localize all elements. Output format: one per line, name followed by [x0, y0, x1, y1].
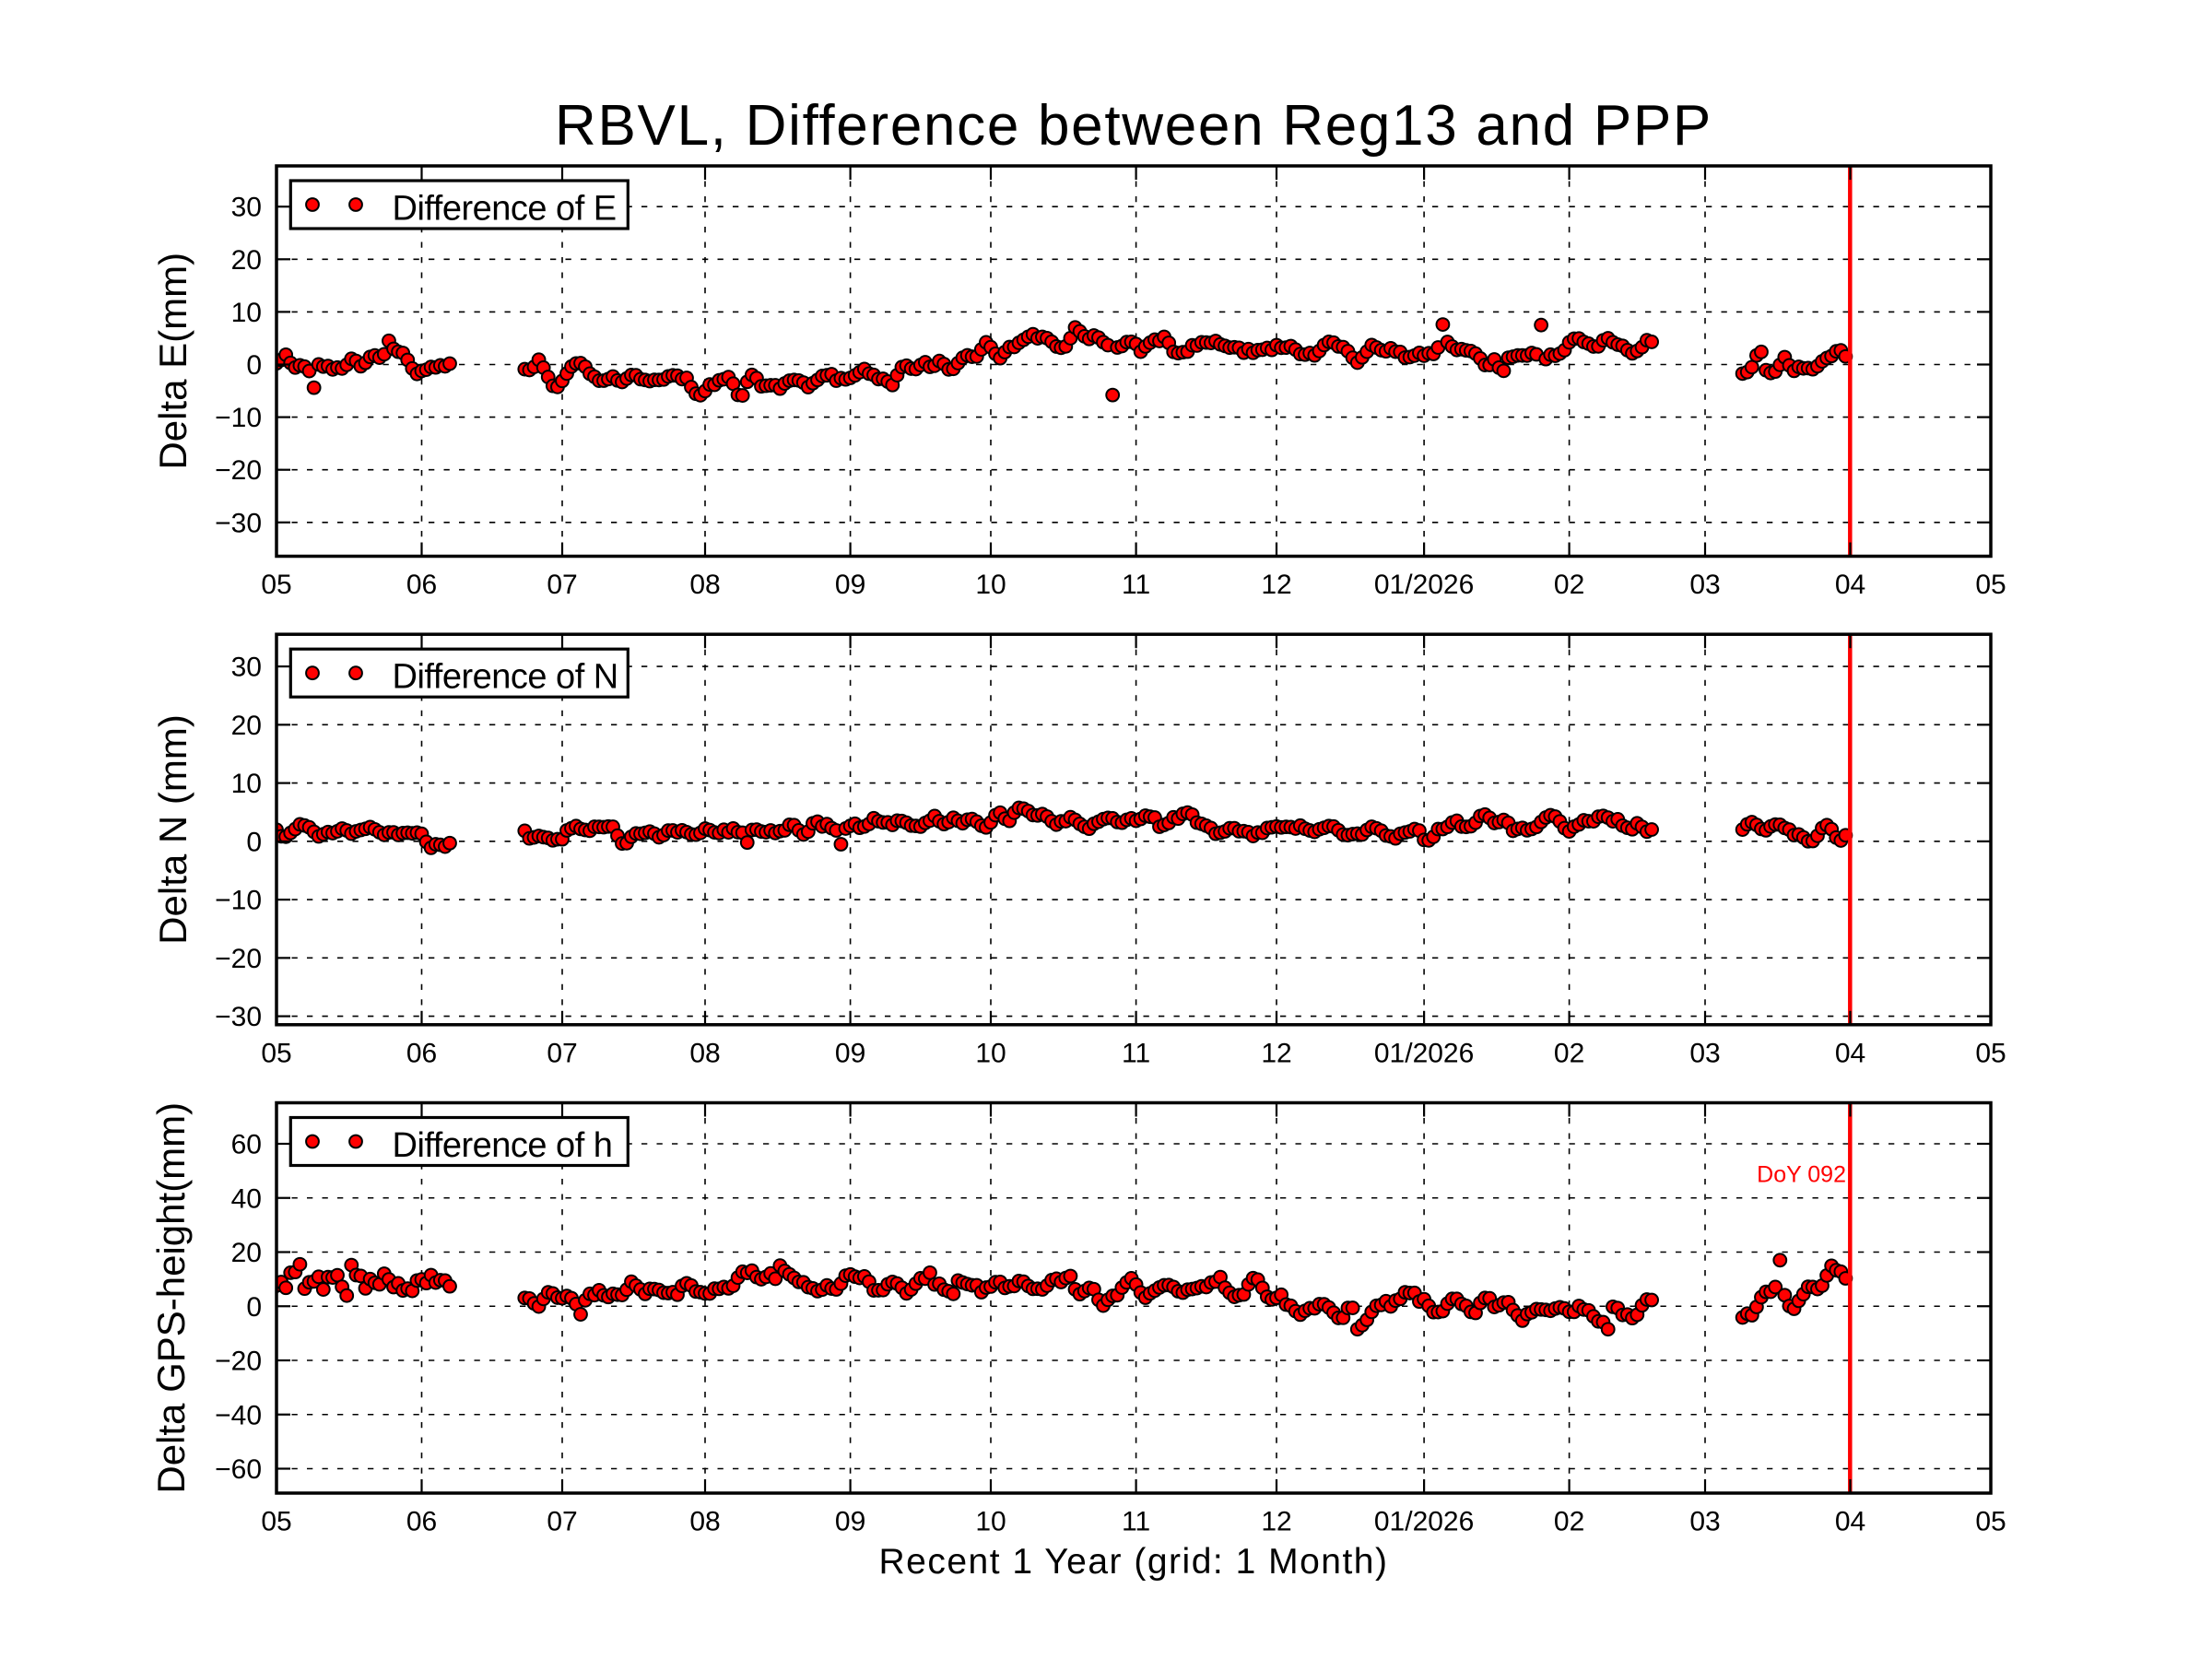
svg-text:10: 10 — [975, 1507, 1006, 1537]
svg-text:05: 05 — [1975, 1507, 2006, 1537]
svg-text:−20: −20 — [215, 455, 262, 486]
svg-text:07: 07 — [547, 570, 577, 600]
svg-text:Delta N (mm): Delta N (mm) — [151, 714, 194, 945]
svg-text:05: 05 — [261, 1507, 291, 1537]
svg-text:02: 02 — [1554, 1507, 1584, 1537]
svg-text:07: 07 — [547, 1038, 577, 1068]
svg-text:−20: −20 — [215, 1347, 262, 1377]
svg-text:−20: −20 — [215, 944, 262, 974]
svg-text:60: 60 — [231, 1130, 262, 1160]
svg-text:05: 05 — [1975, 1038, 2006, 1068]
svg-text:Difference of h: Difference of h — [393, 1126, 613, 1165]
svg-text:10: 10 — [975, 570, 1006, 600]
svg-text:04: 04 — [1835, 1507, 1865, 1537]
svg-text:04: 04 — [1835, 1038, 1865, 1068]
svg-text:0: 0 — [246, 1292, 262, 1323]
svg-text:0: 0 — [246, 350, 262, 381]
svg-text:03: 03 — [1689, 570, 1720, 600]
svg-text:12: 12 — [1261, 1038, 1291, 1068]
svg-text:08: 08 — [689, 1038, 720, 1068]
svg-text:−10: −10 — [215, 886, 262, 916]
svg-text:RBVL, Difference between Reg13: RBVL, Difference between Reg13 and PPP — [555, 94, 1712, 158]
svg-text:05: 05 — [1975, 570, 2006, 600]
svg-text:04: 04 — [1835, 570, 1865, 600]
svg-text:02: 02 — [1554, 1038, 1584, 1068]
svg-text:03: 03 — [1689, 1507, 1720, 1537]
svg-text:12: 12 — [1261, 570, 1291, 600]
svg-text:Delta E(mm): Delta E(mm) — [151, 253, 194, 470]
svg-text:11: 11 — [1122, 1038, 1150, 1068]
svg-text:−30: −30 — [215, 508, 262, 538]
svg-text:01/2026: 01/2026 — [1374, 1038, 1474, 1068]
svg-text:09: 09 — [835, 1507, 865, 1537]
svg-text:Delta GPS-height(mm): Delta GPS-height(mm) — [149, 1102, 193, 1494]
svg-text:01/2026: 01/2026 — [1374, 570, 1474, 600]
svg-text:20: 20 — [231, 245, 262, 276]
svg-text:30: 30 — [231, 653, 262, 683]
svg-text:Difference of E: Difference of E — [393, 190, 617, 229]
svg-text:12: 12 — [1261, 1507, 1291, 1537]
svg-text:Recent 1 Year (grid: 1 Month): Recent 1 Year (grid: 1 Month) — [879, 1542, 1389, 1582]
svg-text:20: 20 — [231, 1238, 262, 1268]
svg-text:−40: −40 — [215, 1400, 262, 1430]
svg-text:11: 11 — [1122, 1507, 1150, 1537]
svg-text:06: 06 — [406, 1038, 437, 1068]
svg-text:0: 0 — [246, 827, 262, 857]
svg-text:10: 10 — [975, 1038, 1006, 1068]
svg-text:10: 10 — [231, 769, 262, 799]
svg-text:01/2026: 01/2026 — [1374, 1507, 1474, 1537]
svg-text:30: 30 — [231, 193, 262, 223]
svg-text:DoY 092: DoY 092 — [1757, 1162, 1846, 1188]
svg-text:03: 03 — [1689, 1038, 1720, 1068]
svg-text:08: 08 — [689, 570, 720, 600]
svg-text:11: 11 — [1122, 570, 1150, 600]
svg-text:07: 07 — [547, 1507, 577, 1537]
svg-text:40: 40 — [231, 1183, 262, 1214]
svg-text:20: 20 — [231, 711, 262, 741]
svg-text:02: 02 — [1554, 570, 1584, 600]
svg-text:10: 10 — [231, 298, 262, 328]
svg-text:−10: −10 — [215, 403, 262, 433]
svg-text:08: 08 — [689, 1507, 720, 1537]
svg-text:−60: −60 — [215, 1454, 262, 1485]
svg-text:09: 09 — [835, 1038, 865, 1068]
svg-text:−30: −30 — [215, 1002, 262, 1032]
svg-text:Difference of N: Difference of N — [393, 658, 618, 697]
svg-text:09: 09 — [835, 570, 865, 600]
svg-text:05: 05 — [261, 570, 291, 600]
svg-text:05: 05 — [261, 1038, 291, 1068]
svg-text:06: 06 — [406, 570, 437, 600]
svg-text:06: 06 — [406, 1507, 437, 1537]
